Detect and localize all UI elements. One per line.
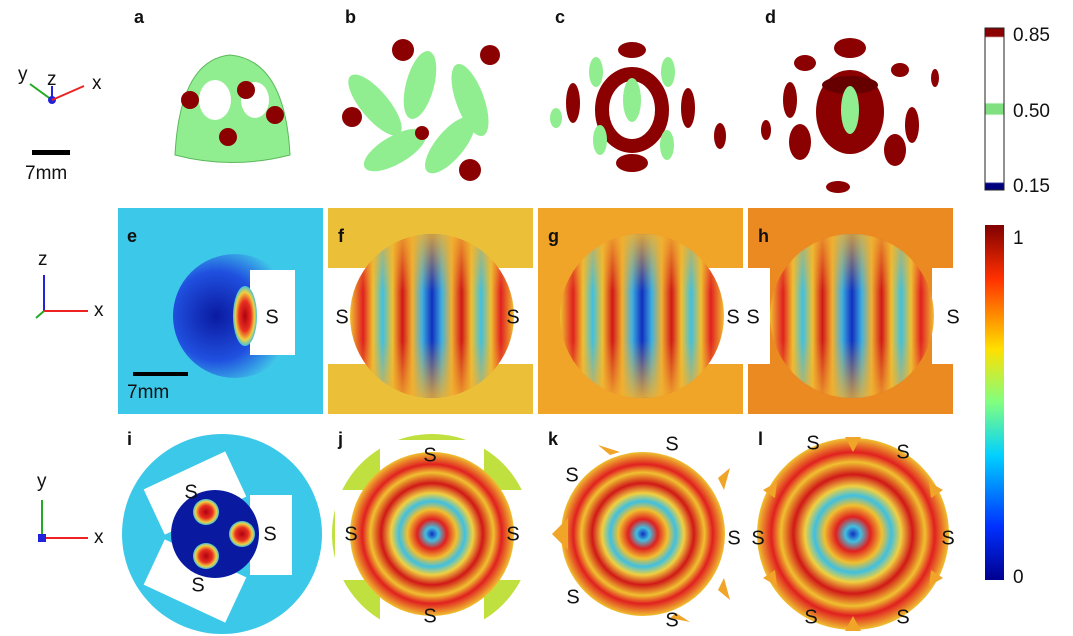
- source-label: S: [506, 306, 519, 328]
- source-label: S: [746, 306, 759, 328]
- colorbar: 1 0: [985, 225, 1024, 588]
- colorbar-tick: 0.85: [1013, 25, 1050, 46]
- colorbar-tick: 0.15: [1013, 176, 1050, 197]
- panel-d: [761, 38, 939, 193]
- panel-label: h: [758, 226, 769, 246]
- source-label: S: [506, 523, 519, 545]
- panel-a: [175, 55, 290, 163]
- panel-g: [538, 208, 743, 414]
- panel-b: [340, 39, 500, 181]
- source-label: S: [727, 527, 740, 549]
- source-label: S: [806, 432, 819, 454]
- panel-l: [757, 437, 949, 631]
- source-label: S: [263, 523, 276, 545]
- panel-label: c: [555, 7, 565, 27]
- axis-label: z: [47, 69, 57, 90]
- panel-i: [122, 434, 322, 634]
- panel-label: b: [345, 7, 356, 27]
- source-label: S: [941, 527, 954, 549]
- panel-label: l: [758, 429, 763, 449]
- axis-label: x: [92, 73, 102, 94]
- scale-label: 7mm: [25, 163, 67, 184]
- panel-label: f: [338, 226, 345, 246]
- source-label: S: [726, 306, 739, 328]
- source-label: S: [191, 574, 204, 596]
- axes-icon: y x: [37, 471, 104, 548]
- source-label: S: [565, 464, 578, 486]
- source-label: S: [335, 306, 348, 328]
- colorbar-tick: 1: [1013, 228, 1024, 249]
- panel-h: [748, 208, 953, 414]
- panel-c: [550, 42, 726, 172]
- colorbar-tick: 0.50: [1013, 101, 1050, 122]
- source-label: S: [265, 306, 278, 328]
- source-label: S: [896, 441, 909, 463]
- source-label: S: [423, 444, 436, 466]
- figure: y z x 7mm z x y x 7mm: [0, 0, 1073, 636]
- axes-icon: y z x 7mm: [18, 64, 102, 184]
- panel-f: [328, 208, 533, 414]
- source-label: S: [751, 527, 764, 549]
- source-label: S: [665, 609, 678, 631]
- source-label: S: [184, 481, 197, 503]
- scale-label: 7mm: [127, 382, 169, 403]
- panel-label: k: [548, 429, 559, 449]
- axis-label: y: [18, 64, 28, 85]
- source-label: S: [566, 586, 579, 608]
- colorbar: 0.85 0.50 0.15: [985, 25, 1050, 197]
- source-label: S: [344, 523, 357, 545]
- panel-e: 7mm: [118, 208, 323, 414]
- source-label: S: [423, 605, 436, 627]
- panel-label: i: [127, 429, 132, 449]
- panel-label: j: [337, 429, 343, 449]
- source-label: S: [804, 606, 817, 628]
- axis-label: x: [94, 527, 104, 548]
- axis-label: z: [38, 249, 48, 270]
- colorbar-tick: 0: [1013, 567, 1024, 588]
- source-label: S: [946, 306, 959, 328]
- source-label: S: [665, 433, 678, 455]
- source-label: S: [896, 606, 909, 628]
- panel-label: a: [134, 7, 145, 27]
- axis-label: x: [94, 300, 104, 321]
- panel-label: e: [127, 226, 137, 246]
- axes-icon: z x: [36, 249, 104, 321]
- axis-label: y: [37, 471, 47, 492]
- panel-label: g: [548, 226, 559, 246]
- panel-label: d: [765, 7, 776, 27]
